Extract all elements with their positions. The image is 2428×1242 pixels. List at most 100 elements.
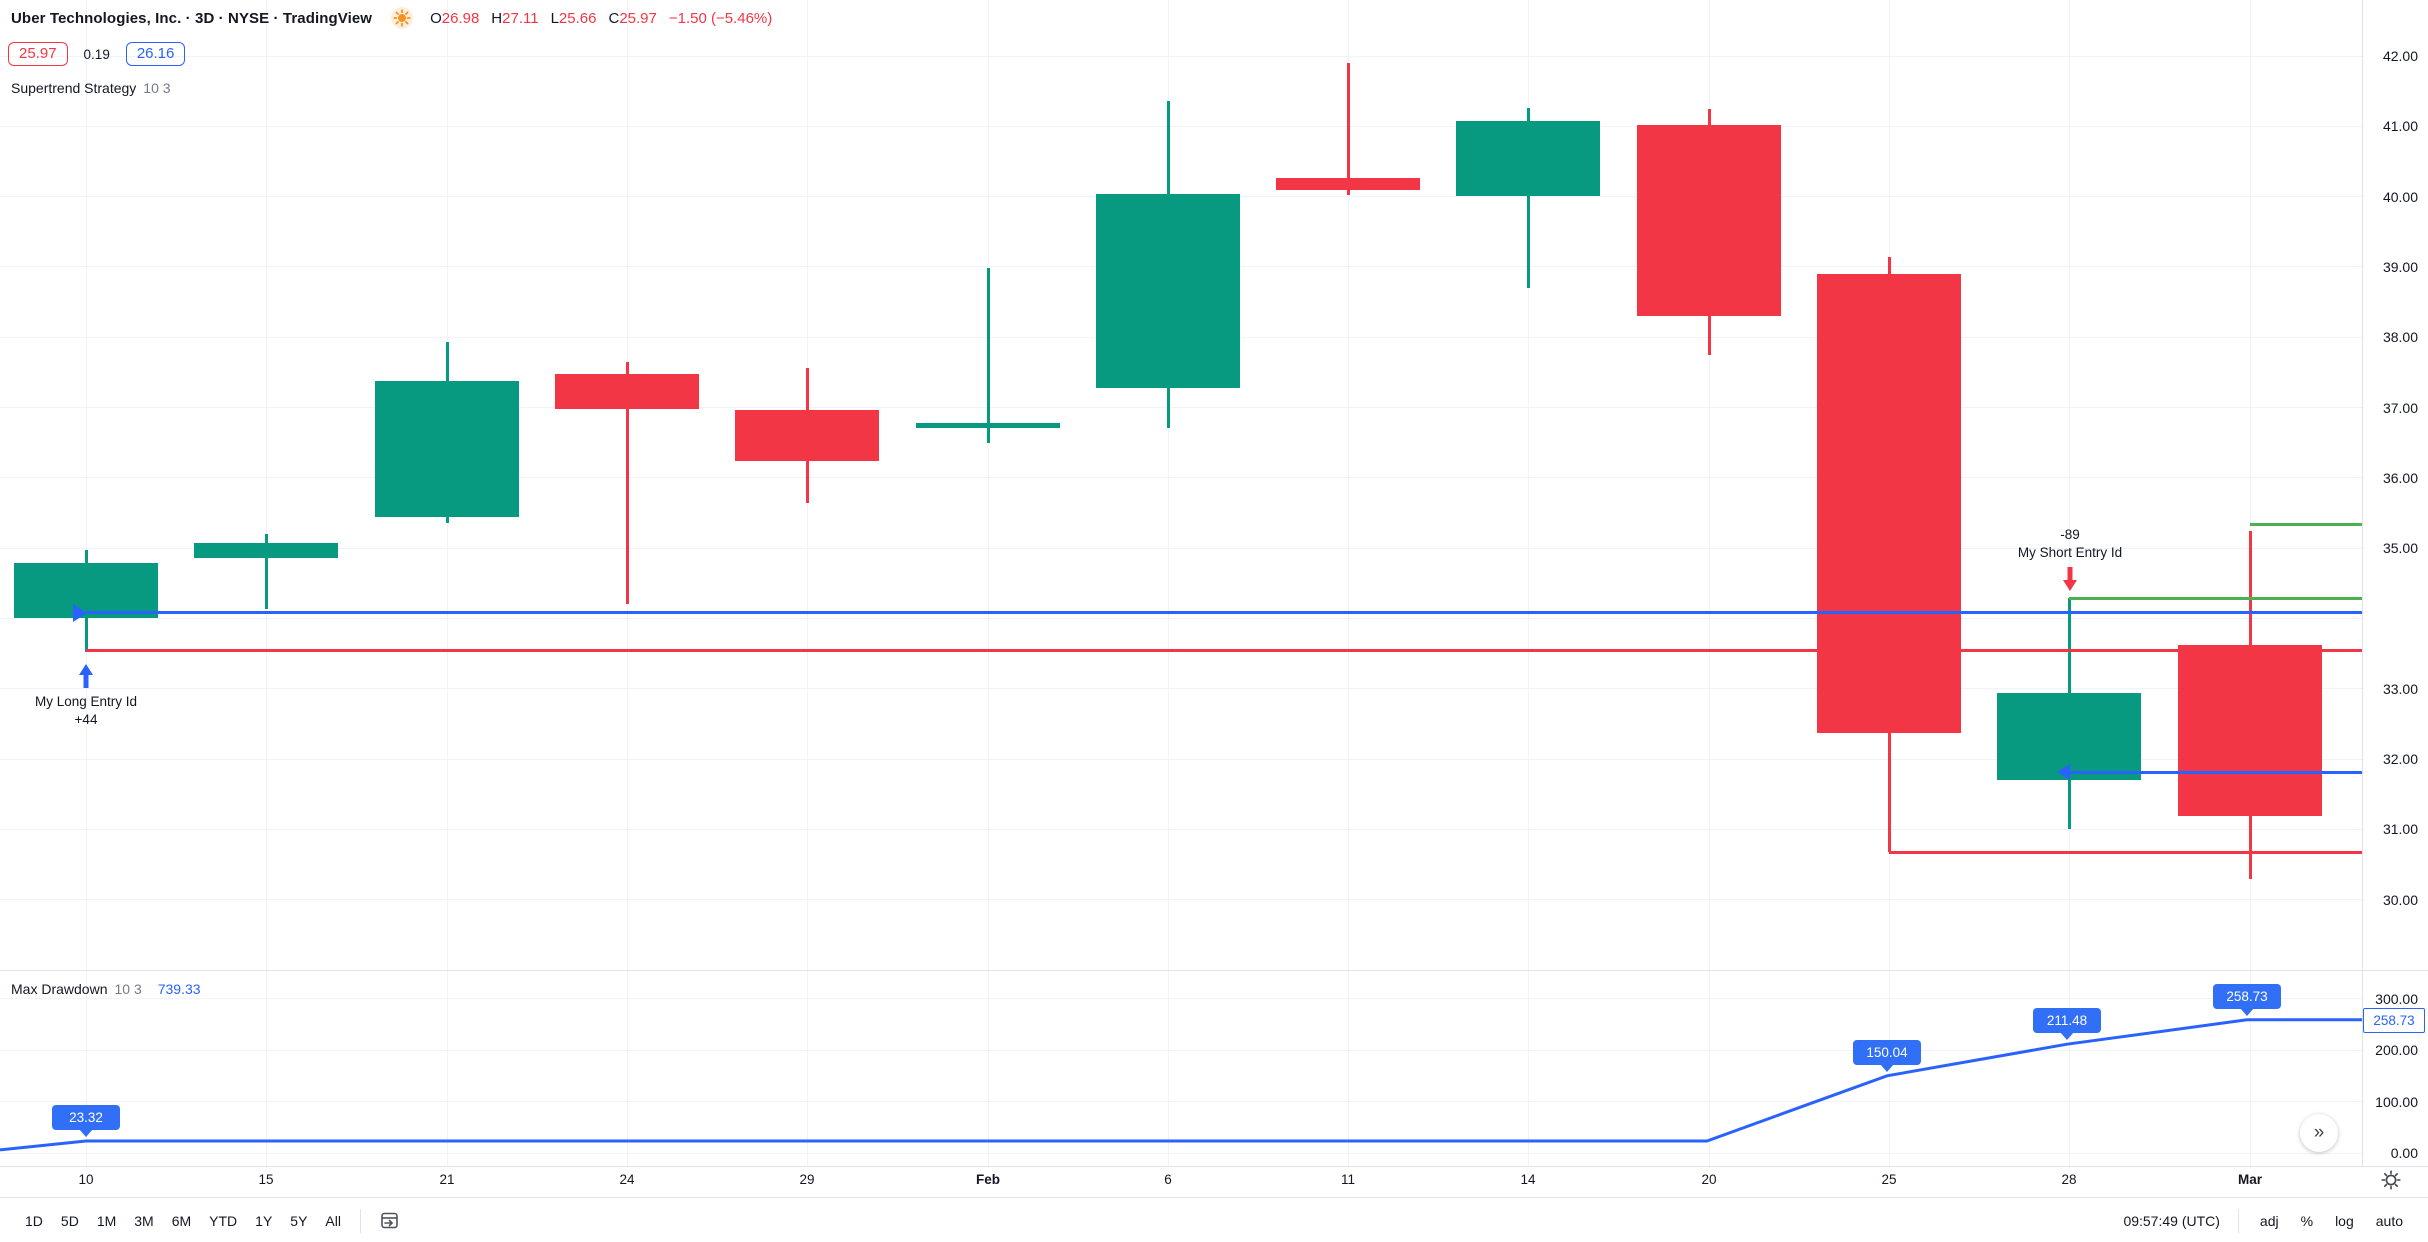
max-drawdown-legend[interactable]: Max Drawdown 10 3 739.33 xyxy=(11,981,201,997)
change-readout: −1.50 (−5.46%) xyxy=(668,9,773,27)
supertrend-legend[interactable]: Supertrend Strategy 10 3 xyxy=(11,80,171,96)
dd-gridline xyxy=(0,1049,2362,1051)
ohlc-readout: O26.98 H27.11 L25.66 C25.97 −1.50 (−5.46… xyxy=(430,9,773,27)
candle-body xyxy=(375,380,519,518)
drawdown-value-badge: 211.48 xyxy=(2033,1008,2101,1034)
time-axis[interactable]: 10 15 21 24 29 Feb 6 11 14 20 25 28 Mar xyxy=(0,1166,2428,1197)
time-axis-separator xyxy=(0,1166,2428,1167)
go-to-date-button[interactable] xyxy=(371,1206,408,1235)
price-gridline xyxy=(0,617,2362,619)
price-axis-label: 39.00 xyxy=(2382,258,2418,275)
dd-last-value-tag: 258.73 xyxy=(2363,1008,2425,1034)
long-entry-label: My Long Entry Id xyxy=(34,694,138,709)
range-button-all[interactable]: All xyxy=(325,1212,341,1229)
time-axis-label: 10 xyxy=(78,1172,94,1187)
short-entry-arrow-icon xyxy=(2063,580,2077,591)
time-axis-label: 21 xyxy=(439,1172,455,1187)
price-axis-label: 36.00 xyxy=(2382,469,2418,486)
gear-icon xyxy=(2381,1170,2401,1190)
entry-marker-right-icon xyxy=(73,603,87,622)
drawdown-badge-pointer xyxy=(2240,1007,2254,1016)
range-button-3m[interactable]: 3M xyxy=(134,1212,154,1229)
candle-body xyxy=(1637,124,1781,317)
candle-wick xyxy=(986,268,990,443)
scale-button-auto[interactable]: auto xyxy=(2375,1212,2403,1229)
toolbar-right-group: 09:57:49 (UTC) adj% log auto xyxy=(2115,1208,2414,1234)
buy-price-button[interactable]: 26.16 xyxy=(125,42,186,66)
pane-separator[interactable] xyxy=(0,970,2428,971)
drawdown-value-badge: 258.73 xyxy=(2213,983,2281,1009)
time-axis-label: 11 xyxy=(1340,1172,1356,1187)
expand-pane-button[interactable]: » xyxy=(2300,1114,2338,1152)
sell-price-button[interactable]: 25.97 xyxy=(8,42,68,66)
spread-value: 0.19 xyxy=(83,46,110,62)
strategy-level-line xyxy=(86,611,2362,615)
price-gridline xyxy=(0,477,2362,479)
range-button-5y[interactable]: 5Y xyxy=(290,1212,308,1229)
session-clock[interactable]: 09:57:49 (UTC) xyxy=(2123,1212,2220,1229)
market-status-sun-icon[interactable] xyxy=(390,6,414,30)
time-gridline xyxy=(806,0,808,1166)
time-gridline xyxy=(1347,0,1349,1166)
long-entry-arrow-stem xyxy=(83,675,89,688)
time-gridline xyxy=(1708,0,1710,1166)
scale-button-log[interactable]: log xyxy=(2335,1212,2354,1229)
range-button-1m[interactable]: 1M xyxy=(96,1212,117,1229)
time-gridline xyxy=(1527,0,1529,1166)
price-gridline xyxy=(0,55,2362,57)
price-axis-label: 42.00 xyxy=(2382,48,2418,64)
long-entry-qty: +44 xyxy=(74,712,98,727)
time-gridline xyxy=(987,0,989,1166)
strategy-level-line xyxy=(86,648,2362,652)
symbol-legend-row: Uber Technologies, Inc. · 3D · NYSE · Tr… xyxy=(11,6,772,30)
candle-wick xyxy=(625,361,629,605)
time-axis-label: 28 xyxy=(2061,1172,2077,1187)
drawdown-value-badge: 23.32 xyxy=(52,1104,120,1130)
candle-body xyxy=(1817,273,1961,733)
candle-body xyxy=(916,422,1060,428)
price-axis-label: 32.00 xyxy=(2382,751,2418,767)
time-axis-settings-button[interactable] xyxy=(2380,1169,2402,1191)
range-button-6m[interactable]: 6M xyxy=(171,1212,192,1229)
strategy-level-line xyxy=(2069,770,2362,774)
time-axis-label: Feb xyxy=(975,1172,1001,1187)
drawdown-badge-pointer xyxy=(79,1128,93,1137)
price-axis-label: 38.00 xyxy=(2382,329,2418,346)
dd-axis-label: 200.00 xyxy=(2375,1042,2418,1059)
candle-body xyxy=(555,373,699,409)
scale-button-adj[interactable]: adj xyxy=(2259,1212,2279,1229)
price-gridline xyxy=(0,688,2362,690)
strategy-level-line xyxy=(1889,850,2362,854)
price-axis-label: 41.00 xyxy=(2382,118,2418,135)
candle-body xyxy=(1276,178,1420,191)
price-axis-label: 40.00 xyxy=(2382,188,2418,205)
candle-body xyxy=(1456,120,1600,196)
time-gridline xyxy=(446,0,448,1166)
price-gridline xyxy=(0,125,2362,127)
toolbar-divider xyxy=(2237,1208,2239,1233)
price-gridline xyxy=(0,899,2362,901)
drawdown-badge-pointer xyxy=(1880,1063,1894,1072)
range-button-1y[interactable]: 1Y xyxy=(255,1212,273,1229)
range-button-ytd[interactable]: YTD xyxy=(209,1212,238,1229)
range-button-1d[interactable]: 1D xyxy=(25,1212,43,1229)
time-axis-label: Mar xyxy=(2237,1172,2263,1187)
short-entry-arrow-stem xyxy=(2067,567,2073,580)
strategy-level-line xyxy=(2069,596,2362,600)
price-gridline xyxy=(0,547,2362,549)
time-axis-label: 15 xyxy=(258,1172,274,1187)
double-chevron-right-icon: » xyxy=(2313,1122,2325,1143)
candle-body xyxy=(2178,645,2322,816)
price-axis-label: 33.00 xyxy=(2382,680,2418,697)
scale-button-percent[interactable]: % xyxy=(2300,1212,2314,1229)
drawdown-value-badge: 150.04 xyxy=(1853,1039,1921,1065)
scale-buttons: adj% log auto xyxy=(2249,1208,2414,1234)
symbol-title[interactable]: Uber Technologies, Inc. · 3D · NYSE · Tr… xyxy=(11,9,373,27)
dd-gridline xyxy=(0,1101,2362,1103)
time-gridline xyxy=(1167,0,1169,1166)
bottom-toolbar: 1D 5D 1M 3M 6M YTD 1Y 5Y All 09:57:49 (UTC) adj%… xyxy=(0,1197,2428,1242)
price-axis[interactable] xyxy=(2362,0,2428,1166)
strategy-level-line xyxy=(2250,522,2362,526)
range-button-5d[interactable]: 5D xyxy=(60,1212,79,1229)
